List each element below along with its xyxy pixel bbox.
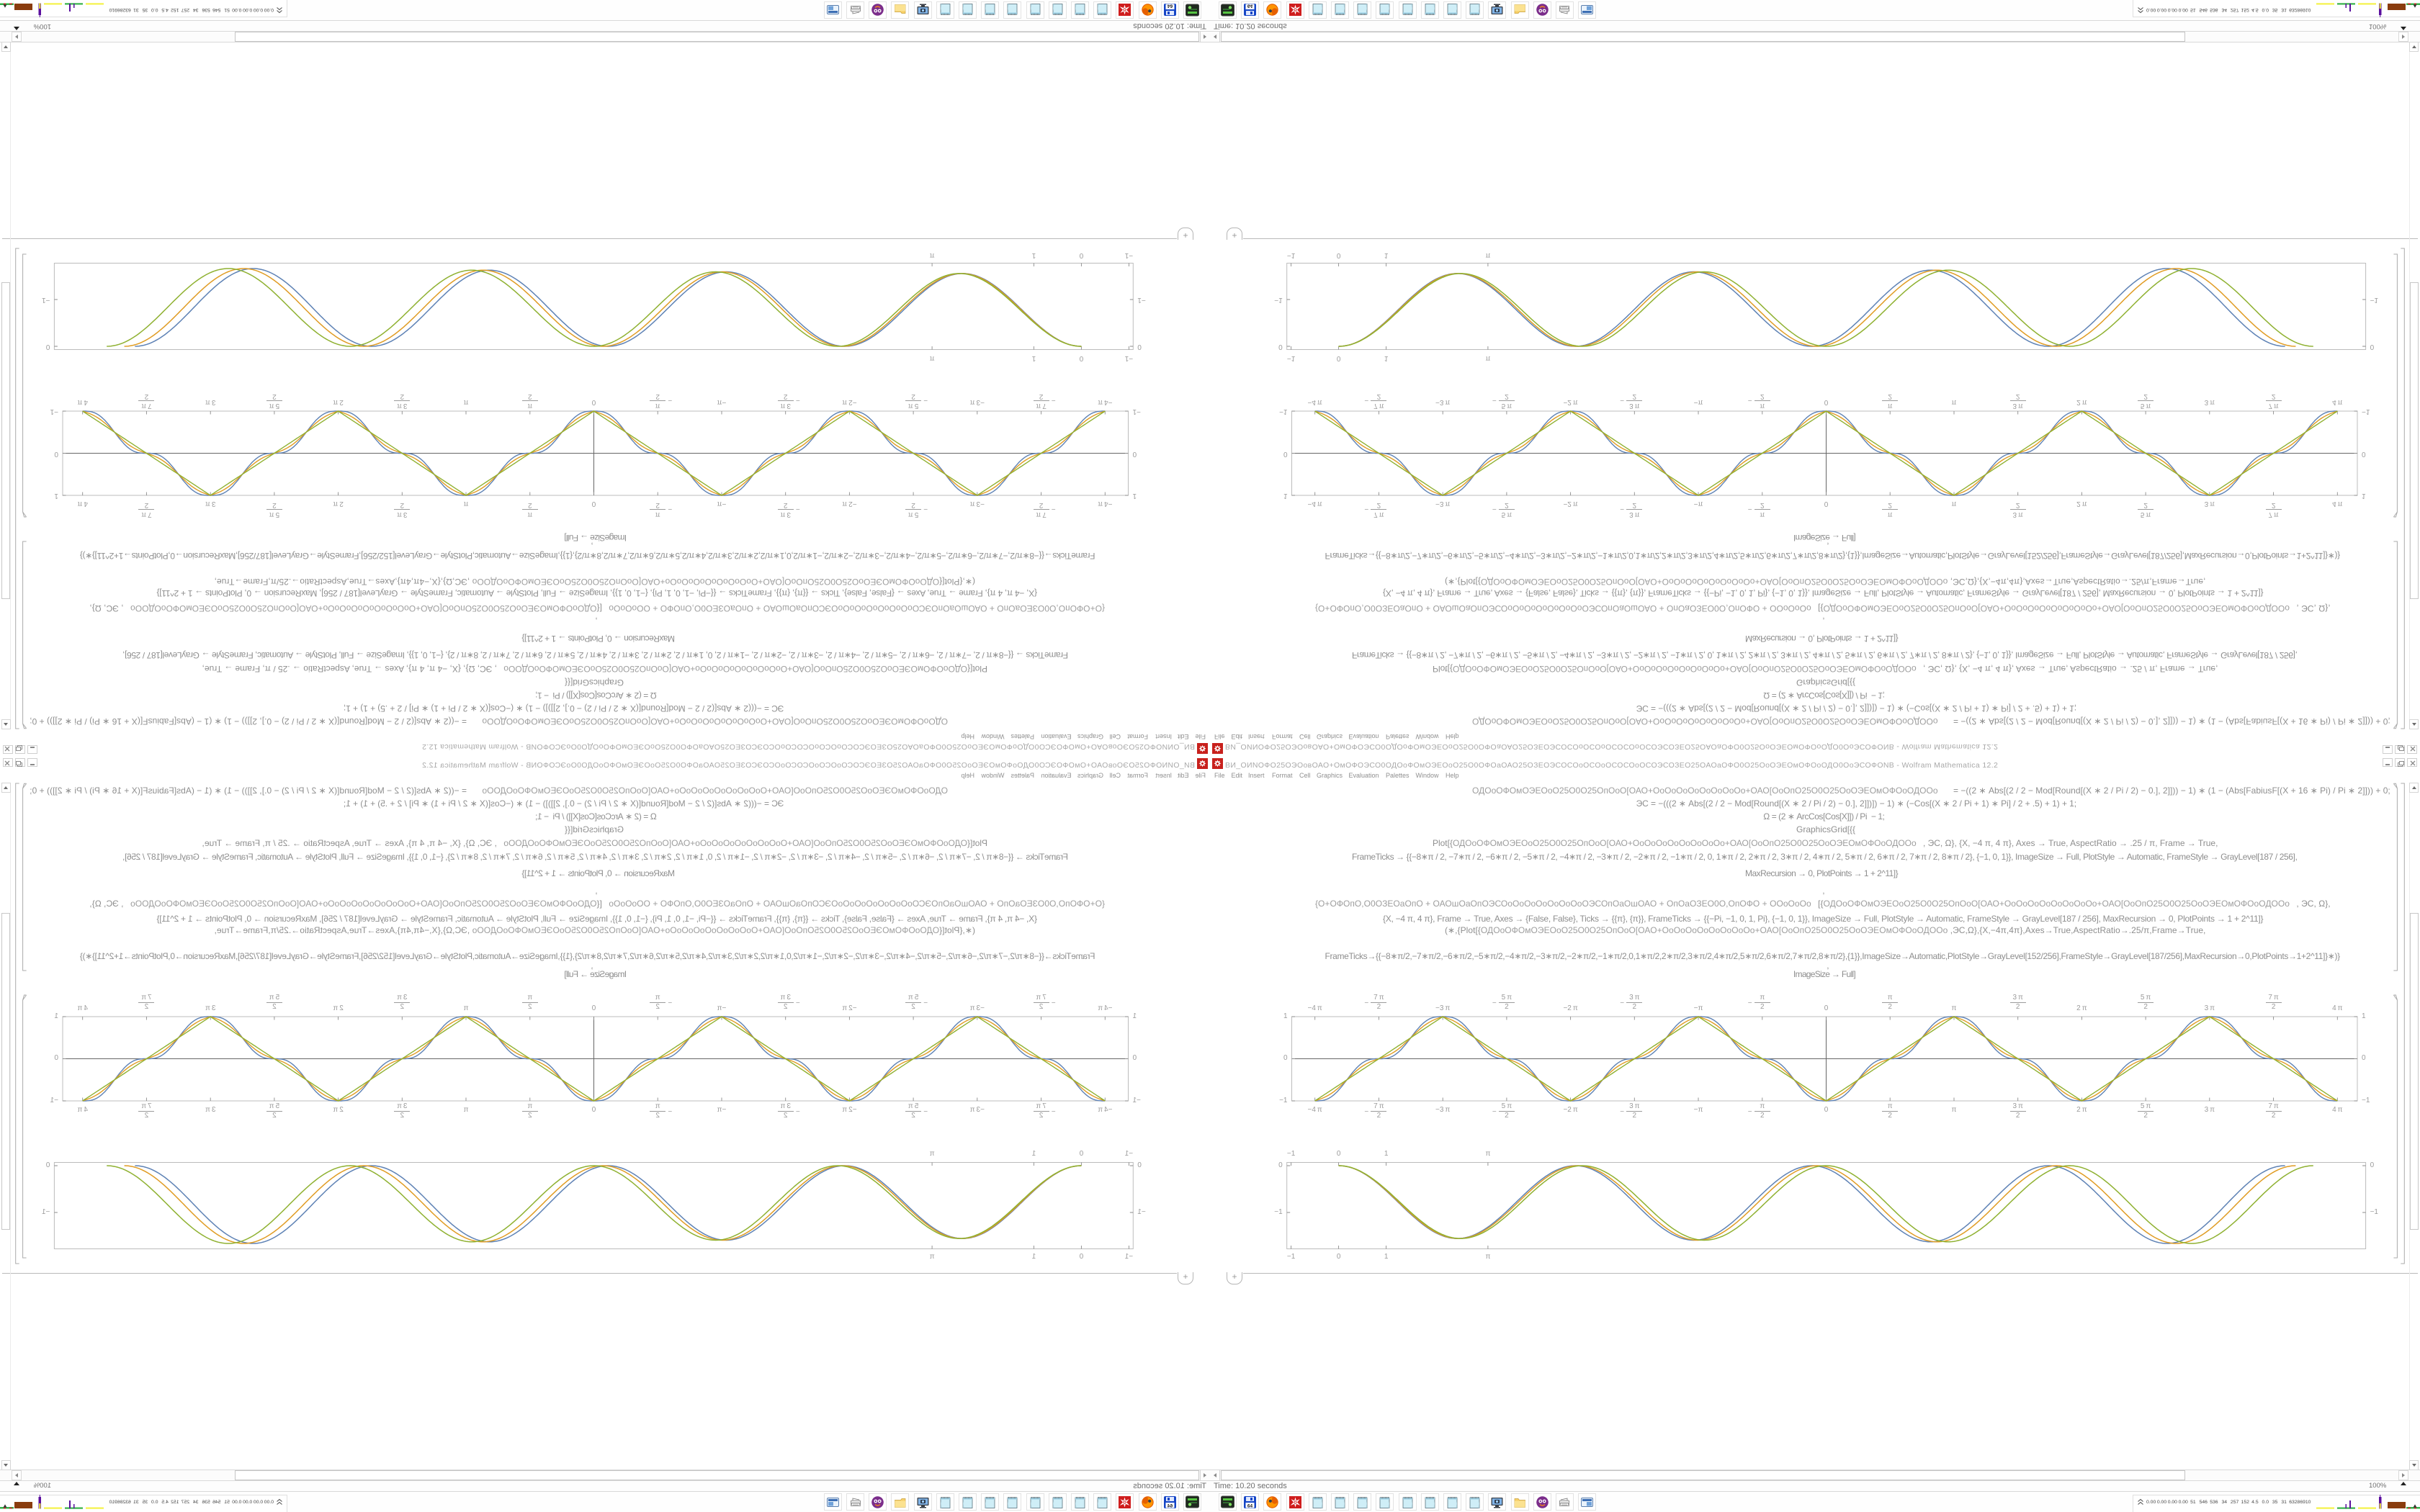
svg-text:64: 64 xyxy=(1167,1503,1173,1508)
svg-text:64: 64 xyxy=(1247,4,1253,9)
svg-text:64: 64 xyxy=(1247,1503,1253,1508)
svg-text:64: 64 xyxy=(1167,4,1173,9)
